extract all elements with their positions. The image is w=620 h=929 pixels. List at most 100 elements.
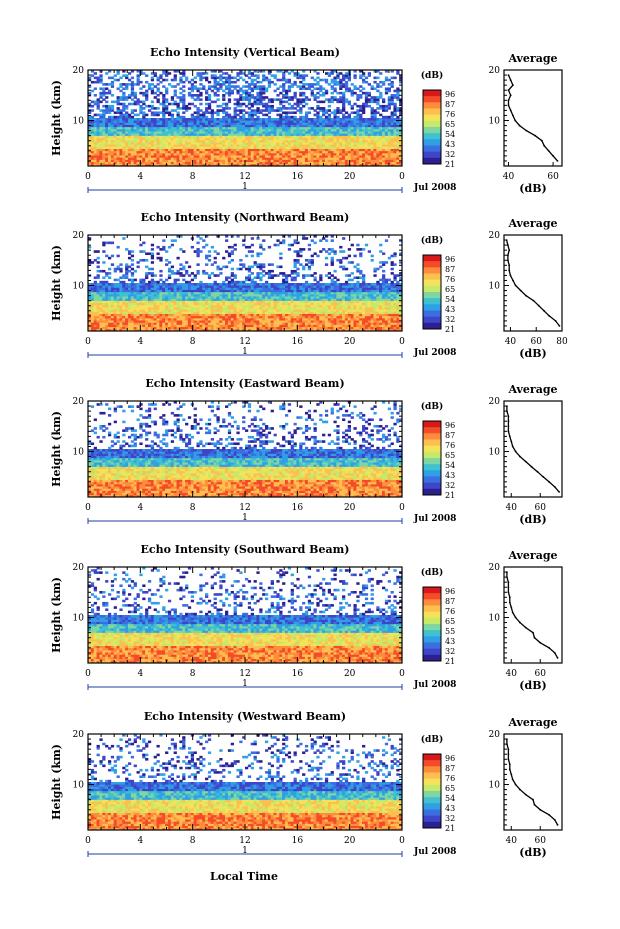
x-tick-label: 12	[239, 669, 250, 679]
colorbar-tick-label: 87	[445, 764, 455, 773]
x-tick-label: 16	[292, 337, 304, 347]
profile-point	[514, 616, 517, 619]
colorbar-tick-label: 32	[445, 814, 455, 823]
profile-point	[506, 405, 508, 407]
colorbar-tick-label: 32	[445, 481, 455, 490]
colorbar-frame	[422, 420, 442, 496]
y-ticks	[88, 733, 402, 831]
profile-point	[518, 124, 521, 127]
x-tick-label: 16	[292, 503, 304, 513]
x-tick-label: 0	[399, 172, 405, 182]
colorbar-tick-label: 43	[445, 140, 455, 149]
colorbar	[422, 586, 442, 662]
day-marker: 1	[242, 846, 248, 856]
profile-y-tick-label: 10	[489, 448, 501, 458]
x-ticks	[87, 401, 403, 497]
colorbar-tick-label: 65	[445, 285, 455, 294]
colorbar-tick-label: 96	[445, 754, 455, 763]
colorbar-tick-label: 43	[445, 804, 455, 813]
profile-line	[507, 74, 558, 162]
profile-line	[506, 739, 559, 826]
day-marker: 1	[242, 513, 248, 523]
colorbar-tick-label: 65	[445, 120, 455, 129]
profile-point	[556, 824, 559, 826]
profile-point	[534, 134, 537, 137]
profile-point	[514, 119, 517, 122]
x-tick-label: 0	[399, 337, 405, 347]
x-ticks	[87, 734, 403, 830]
colorbar-tick-label: 21	[445, 491, 455, 500]
colorbar-tick-label: 43	[445, 305, 455, 314]
heatmap-cells	[88, 235, 403, 332]
day-marker: 1	[242, 679, 248, 689]
profile-x-label: (dB)	[519, 846, 546, 859]
x-tick-label: 8	[190, 337, 196, 347]
colorbar	[422, 753, 442, 829]
y-tick-label: 20	[73, 563, 85, 573]
x-tick-label: 16	[292, 172, 304, 182]
day-marker: 1	[242, 347, 248, 357]
colorbar-frame	[422, 586, 442, 662]
profile-point	[508, 763, 511, 766]
colorbar-tick-label: 76	[445, 110, 455, 119]
colorbar	[422, 254, 442, 330]
profile-x-tick-label: 60	[530, 337, 542, 347]
y-tick-label: 10	[73, 614, 85, 624]
profile-y-tick-label: 20	[489, 563, 501, 573]
profile-y-tick-label: 10	[489, 614, 501, 624]
profile-x-tick-label: 60	[535, 503, 547, 513]
colorbar-tick-label: 54	[445, 461, 455, 470]
profile-point	[508, 596, 511, 599]
y-axis-label: Height (km)	[50, 245, 63, 321]
profile-x-tick-label: 60	[535, 669, 547, 679]
y-axis-label: Height (km)	[50, 744, 63, 820]
profile-point	[511, 778, 514, 781]
profile-point	[524, 793, 527, 796]
colorbar-frame	[422, 753, 442, 829]
colorbar-tick-label: 54	[445, 295, 455, 304]
x-tick-label: 20	[344, 172, 356, 182]
y-tick-label: 20	[73, 397, 85, 407]
profile-point	[548, 480, 550, 483]
colorbar	[422, 89, 442, 165]
profile-x-tick-label: 40	[506, 503, 518, 513]
colorbar-tick-label: 21	[445, 160, 455, 169]
profile-point	[514, 284, 517, 287]
profile-frame	[503, 400, 563, 498]
profile-point	[509, 109, 512, 112]
colorbar-tick-label: 32	[445, 150, 455, 159]
date-label: Jul 2008	[413, 183, 456, 193]
colorbar	[422, 420, 442, 496]
profile-point	[507, 74, 510, 76]
x-tick-label: 8	[190, 503, 196, 513]
heatmap-cells	[88, 70, 403, 167]
profile-point	[509, 94, 512, 97]
profile-x-tick-label: 60	[547, 172, 559, 182]
profile-title: Average	[507, 716, 557, 729]
x-tick-label: 4	[137, 172, 143, 182]
colorbar-tick-label: 43	[445, 637, 455, 646]
colorbar-tick-label: 65	[445, 617, 455, 626]
profile-frame	[503, 69, 563, 167]
profile-point	[543, 309, 545, 312]
profile-point	[507, 89, 510, 92]
profile-point	[553, 486, 556, 488]
profile-point	[507, 420, 510, 423]
profile-point	[532, 798, 534, 801]
x-tick-label: 12	[239, 503, 250, 513]
profile-point	[507, 244, 509, 247]
profile-point	[511, 445, 514, 448]
profile-point	[512, 279, 514, 282]
colorbar-frame	[422, 254, 442, 330]
y-axis-label: Height (km)	[50, 80, 63, 156]
profile-point	[524, 460, 527, 463]
x-tick-label: 8	[190, 669, 196, 679]
profile-point	[508, 435, 511, 438]
panel-3: Echo Intensity (Eastward Beam)1020Height…	[50, 377, 563, 526]
profile-x-tick-label: 60	[535, 836, 547, 846]
x-tick-label: 12	[239, 836, 250, 846]
profile-x-tick-label: 40	[505, 337, 517, 347]
profile-point	[509, 79, 512, 81]
profile-title: Average	[507, 383, 557, 396]
